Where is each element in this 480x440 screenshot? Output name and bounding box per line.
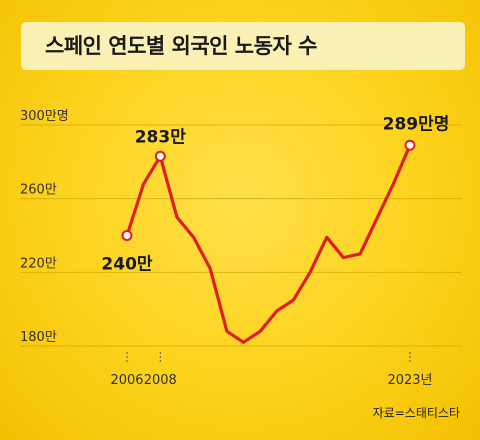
y-tick-label: 260만 [20, 183, 57, 198]
data-label: 283만 [135, 127, 186, 147]
chart-title: 스페인 연도별 외국인 노동자 수 [45, 34, 317, 58]
x-tick-label: 2006 [110, 373, 143, 388]
x-tick-label: 2008 [144, 373, 177, 388]
title-box: 스페인 연도별 외국인 노동자 수 [21, 22, 465, 70]
data-label: 240만 [101, 255, 152, 275]
data-label: 289만명 [383, 114, 450, 134]
y-tick-label: 220만 [20, 256, 57, 271]
data-point [121, 230, 133, 241]
y-tick-label: 180만 [20, 330, 57, 345]
series-line [125, 143, 412, 344]
x-tick-label: 2023년 [387, 373, 432, 388]
source-note: 자료=스태티스타 [372, 406, 460, 420]
data-point [154, 150, 166, 162]
data-point [404, 139, 416, 151]
y-tick-label: 300만명 [20, 109, 69, 124]
